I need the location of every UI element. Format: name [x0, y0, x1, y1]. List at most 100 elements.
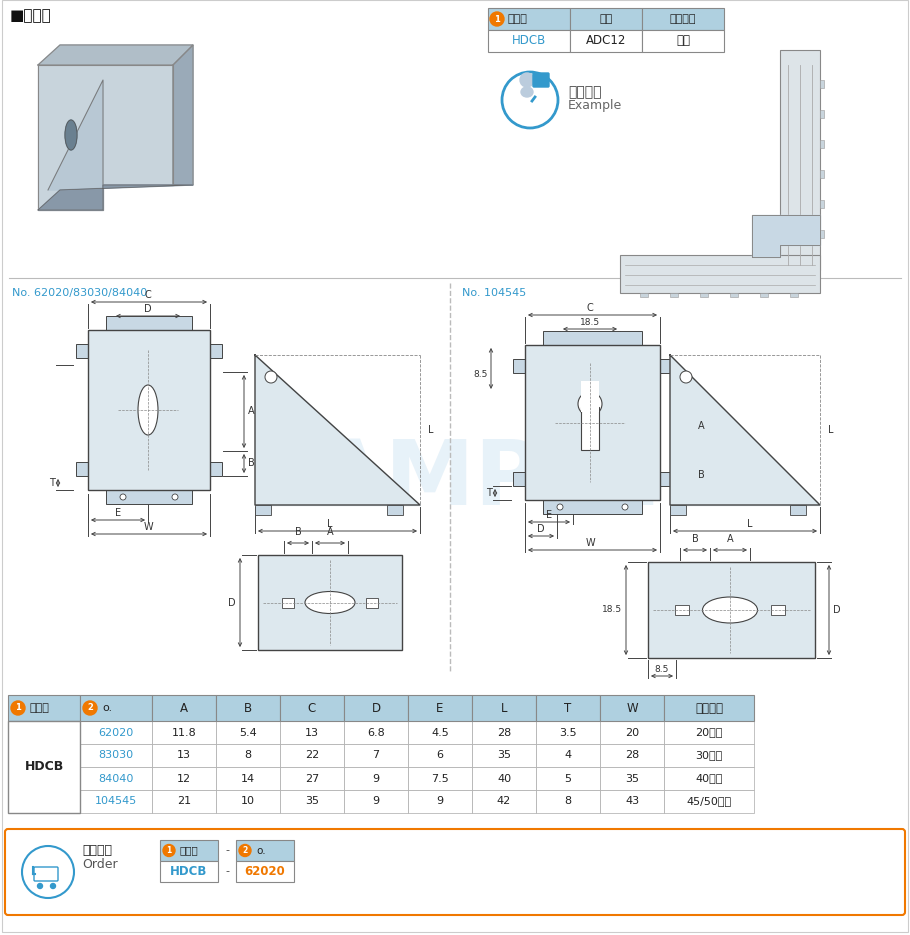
Text: 4: 4 — [564, 751, 571, 760]
Text: 1: 1 — [167, 846, 172, 855]
Text: 6.8: 6.8 — [367, 727, 385, 738]
Text: L: L — [747, 519, 753, 529]
Bar — [600, 767, 664, 790]
Bar — [790, 293, 798, 297]
Text: B: B — [248, 458, 255, 468]
Circle shape — [37, 884, 43, 888]
Text: C: C — [308, 701, 316, 714]
Circle shape — [622, 504, 628, 510]
Bar — [8, 721, 80, 744]
Bar — [472, 767, 536, 790]
Text: 20系列: 20系列 — [695, 727, 723, 738]
Text: HDCB: HDCB — [511, 35, 546, 48]
Text: A: A — [727, 534, 733, 544]
Bar — [664, 744, 754, 767]
Bar — [620, 255, 820, 293]
Ellipse shape — [703, 597, 757, 623]
Bar — [820, 80, 824, 88]
Bar — [152, 790, 216, 813]
Text: 4.5: 4.5 — [431, 727, 449, 738]
Polygon shape — [38, 65, 173, 210]
Text: 2: 2 — [87, 703, 93, 712]
Bar — [216, 767, 280, 790]
Bar — [210, 462, 222, 476]
Bar — [216, 744, 280, 767]
Text: 83030: 83030 — [98, 751, 134, 760]
Bar — [642, 30, 724, 52]
Bar — [8, 767, 80, 790]
Text: 7: 7 — [372, 751, 379, 760]
Bar — [664, 767, 754, 790]
Circle shape — [520, 73, 534, 87]
Text: 42: 42 — [497, 797, 511, 807]
Bar — [255, 505, 271, 515]
Text: 22: 22 — [305, 751, 319, 760]
Text: 27: 27 — [305, 773, 319, 784]
Bar — [236, 840, 294, 861]
Bar — [236, 861, 294, 882]
Bar — [513, 472, 525, 486]
Bar — [640, 293, 648, 297]
Bar — [210, 344, 222, 358]
Text: 2: 2 — [242, 846, 248, 855]
Text: o.: o. — [102, 703, 112, 713]
Bar — [344, 744, 408, 767]
Text: 11.8: 11.8 — [172, 727, 197, 738]
Text: 30系列: 30系列 — [695, 751, 723, 760]
Bar — [570, 8, 642, 30]
Bar — [670, 505, 686, 515]
Bar — [780, 50, 820, 270]
Bar — [282, 597, 294, 608]
Bar — [408, 767, 472, 790]
Text: -: - — [225, 845, 229, 856]
Bar — [730, 293, 738, 297]
Bar — [536, 721, 600, 744]
Bar — [216, 695, 280, 721]
Bar — [152, 767, 216, 790]
Text: 14: 14 — [241, 773, 255, 784]
Bar — [820, 230, 824, 238]
Bar — [280, 721, 344, 744]
Text: T: T — [486, 488, 492, 498]
Bar — [80, 721, 152, 744]
Text: 6: 6 — [437, 751, 443, 760]
Text: L: L — [328, 519, 333, 529]
Bar — [472, 790, 536, 813]
Text: 适用型材: 适用型材 — [695, 701, 723, 714]
Text: 类型码: 类型码 — [30, 703, 50, 713]
Bar — [344, 695, 408, 721]
Ellipse shape — [305, 592, 355, 613]
Bar — [216, 790, 280, 813]
Bar — [408, 790, 472, 813]
Text: -: - — [225, 867, 229, 876]
Bar — [543, 500, 642, 514]
Text: T: T — [49, 478, 55, 488]
Polygon shape — [173, 45, 193, 185]
Bar — [642, 8, 724, 30]
Text: 43: 43 — [625, 797, 639, 807]
Bar — [472, 695, 536, 721]
Bar — [280, 767, 344, 790]
Bar — [8, 721, 80, 813]
Text: 8.5: 8.5 — [655, 665, 669, 674]
Bar — [8, 744, 80, 767]
Text: 21: 21 — [177, 797, 191, 807]
Circle shape — [50, 884, 56, 888]
Text: ■标准型: ■标准型 — [10, 8, 52, 23]
Bar — [536, 744, 600, 767]
Text: B: B — [295, 527, 301, 537]
Text: 35: 35 — [625, 773, 639, 784]
Text: ADC12: ADC12 — [586, 35, 626, 48]
Bar — [600, 790, 664, 813]
Polygon shape — [48, 80, 103, 190]
Text: L: L — [501, 701, 507, 714]
Text: E: E — [546, 510, 552, 520]
FancyBboxPatch shape — [533, 73, 549, 87]
Text: 62020: 62020 — [98, 727, 134, 738]
Circle shape — [502, 72, 558, 128]
Bar — [664, 695, 754, 721]
Bar — [600, 721, 664, 744]
Bar — [216, 721, 280, 744]
Text: D: D — [833, 605, 841, 615]
Bar — [664, 721, 754, 744]
